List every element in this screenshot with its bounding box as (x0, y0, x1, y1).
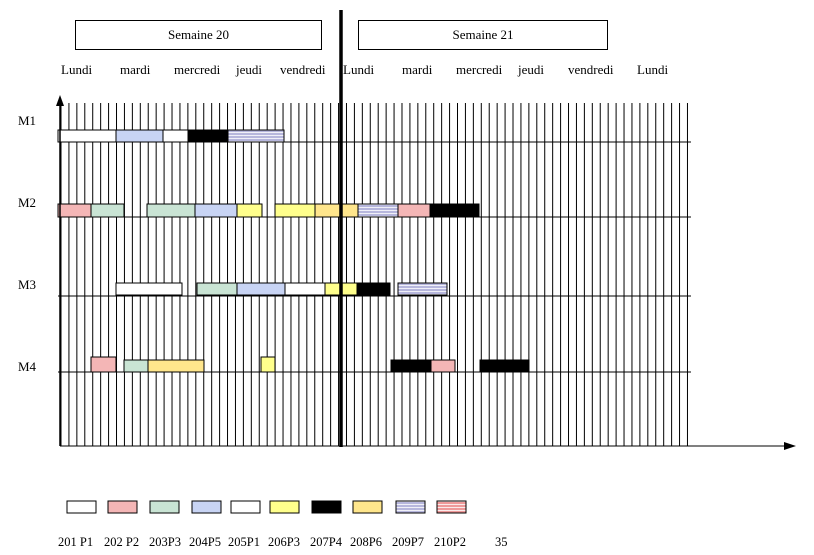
day-label-mercredi: mercredi (174, 62, 221, 77)
legend-code-207p4: 207P4 (310, 535, 342, 549)
day-label-vendredi: vendredi (568, 62, 614, 77)
legend-code-203p3: 203P3 (149, 535, 181, 549)
day-label-vendredi: vendredi (280, 62, 326, 77)
day-label-lundi: Lundi (343, 62, 375, 77)
y-axis-arrow-icon (56, 95, 64, 106)
legend-code-201-p1: 201 P1 (58, 535, 94, 549)
day-label-jeudi: jeudi (236, 62, 262, 77)
task-bar (430, 359, 456, 373)
task-bar (194, 203, 238, 218)
task-bar (390, 359, 432, 373)
legend-swatch (395, 500, 426, 514)
task-bar (115, 129, 164, 143)
legend-code-209p7: 209P7 (392, 535, 424, 549)
task-bar (236, 282, 286, 296)
legend-code-210p2: 210P2 (434, 535, 466, 549)
axes (56, 10, 796, 450)
week-header-20: Semaine 20 (75, 20, 322, 50)
task-bar (123, 359, 149, 373)
task-bar (196, 282, 238, 296)
task-bar (356, 282, 391, 296)
legend-code-204p5: 204P5 (189, 535, 221, 549)
legend-extra-number: 35 (495, 535, 508, 549)
machine-rows (58, 141, 691, 373)
legend-swatch (191, 500, 222, 514)
task-bar (357, 203, 399, 218)
task-bar (397, 203, 431, 218)
task-bar (236, 203, 263, 218)
legend-swatch (107, 500, 138, 514)
legend-swatch (66, 500, 97, 514)
task-bar (274, 203, 316, 218)
legend-code-202-p2: 202 P2 (104, 535, 140, 549)
task-bars (57, 129, 530, 373)
legend-swatches (66, 500, 467, 514)
task-bar (187, 129, 229, 143)
task-bar (429, 203, 480, 218)
legend-swatch (149, 500, 180, 514)
machine-label-m1: M1 (18, 113, 37, 128)
task-bar (284, 282, 326, 296)
task-bar (147, 359, 205, 373)
legend-code-208p6: 208P6 (350, 535, 382, 549)
task-bar (146, 203, 196, 218)
machine-label-m4: M4 (18, 359, 37, 374)
legend-swatch (436, 500, 467, 514)
legend-code-205p1: 205P1 (228, 535, 260, 549)
task-bar (115, 282, 183, 296)
legend-code-206p3: 206P3 (268, 535, 300, 549)
task-bar (90, 203, 125, 218)
day-label-lundi: Lundi (61, 62, 93, 77)
week-header-21: Semaine 21 (358, 20, 608, 50)
x-axis-arrow-icon (784, 442, 796, 450)
day-label-mercredi: mercredi (456, 62, 503, 77)
task-bar (260, 356, 276, 373)
machine-label-m3: M3 (18, 277, 37, 292)
time-grid (60, 103, 688, 446)
task-bar (57, 129, 117, 143)
legend-swatch (269, 500, 300, 514)
task-bar (227, 129, 285, 143)
legend-swatch (311, 500, 342, 514)
legend-swatch (352, 500, 383, 514)
day-label-mardi: mardi (402, 62, 433, 77)
legend-swatch (230, 500, 261, 514)
task-bar (90, 356, 117, 373)
task-bar (314, 203, 359, 218)
day-label-jeudi: jeudi (518, 62, 544, 77)
task-bar (479, 359, 530, 373)
day-label-lundi: Lundi (637, 62, 669, 77)
machine-label-m2: M2 (18, 195, 37, 210)
task-bar (162, 129, 189, 143)
day-label-mardi: mardi (120, 62, 151, 77)
task-bar (397, 282, 448, 296)
task-bar (57, 203, 92, 218)
